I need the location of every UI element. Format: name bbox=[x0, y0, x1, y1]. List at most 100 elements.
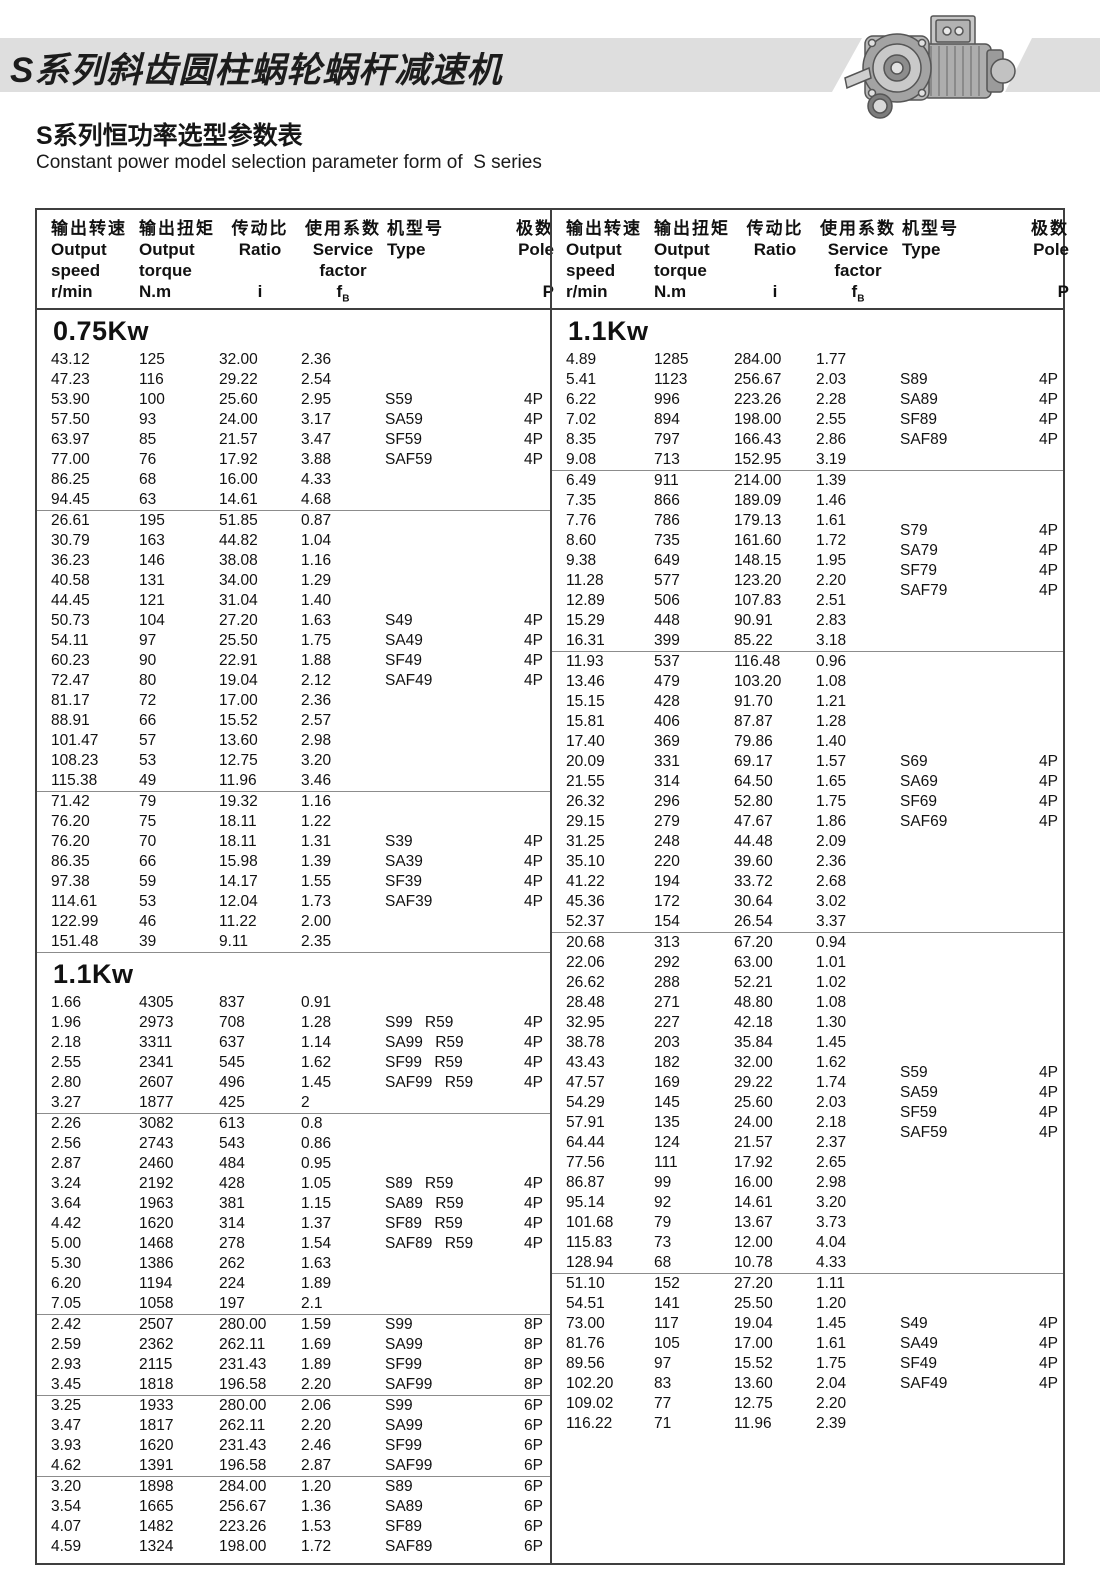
cell-torque: 2341 bbox=[139, 1054, 174, 1071]
table-row: 4.62 1391 196.58 2.87 bbox=[51, 1456, 385, 1476]
cell-torque: 124 bbox=[654, 1134, 680, 1151]
cell-factor: 2.03 bbox=[816, 371, 847, 388]
table-row: 102.20 83 13.60 2.04 bbox=[566, 1374, 900, 1394]
cell-speed: 88.91 bbox=[51, 712, 90, 729]
cell-type: SAF99 R59 bbox=[385, 1074, 474, 1091]
cell-factor: 3.17 bbox=[301, 411, 332, 428]
cell-ratio: 314 bbox=[219, 1215, 245, 1232]
cell-factor: 1.05 bbox=[301, 1175, 332, 1192]
column-label-en: Output bbox=[566, 240, 622, 259]
cell-ratio: 32.00 bbox=[219, 351, 258, 368]
cell-ratio: 16.00 bbox=[219, 471, 258, 488]
cell-factor: 0.95 bbox=[301, 1155, 332, 1172]
cell-factor: 2.36 bbox=[301, 351, 332, 368]
cell-pole: 4P bbox=[524, 1215, 543, 1232]
type-row: S59 4P bbox=[900, 1063, 1063, 1083]
cell-torque: 135 bbox=[654, 1114, 680, 1131]
cell-type: S89 R59 bbox=[385, 1175, 454, 1192]
table-row: 3.64 1963 381 1.15 bbox=[51, 1194, 385, 1214]
table-row: 77.56 111 17.92 2.65 bbox=[566, 1153, 900, 1173]
cell-factor: 1.54 bbox=[301, 1235, 332, 1252]
cell-factor: 1.53 bbox=[301, 1518, 332, 1535]
table-row: 76.20 75 18.11 1.22 bbox=[51, 812, 385, 832]
cell-torque: 227 bbox=[654, 1014, 680, 1031]
table-row: 8.35 797 166.43 2.86 bbox=[566, 430, 900, 450]
cell-ratio: 280.00 bbox=[219, 1397, 267, 1414]
cell-ratio: 24.00 bbox=[734, 1114, 773, 1131]
cell-factor: 1.11 bbox=[816, 1275, 846, 1292]
cell-speed: 86.25 bbox=[51, 471, 90, 488]
cell-speed: 21.55 bbox=[566, 773, 605, 790]
cell-speed: 4.59 bbox=[51, 1538, 82, 1555]
cell-ratio: 11.96 bbox=[734, 1415, 772, 1432]
table-right-half: 输出转速 Output speed r/min 输出扭矩 Output torque N.m 传… bbox=[550, 210, 1069, 1563]
type-column: S49 4P SA49 4P SF49 4P SAF49 4P bbox=[900, 1274, 1063, 1434]
type-row: SA89 4P bbox=[900, 390, 1063, 410]
cell-factor: 0.96 bbox=[816, 653, 847, 670]
cell-speed: 81.17 bbox=[51, 692, 90, 709]
cell-pole: 6P bbox=[524, 1397, 543, 1414]
cell-speed: 5.41 bbox=[566, 371, 597, 388]
cell-ratio: 637 bbox=[219, 1034, 245, 1051]
cell-ratio: 12.00 bbox=[734, 1234, 773, 1251]
table-row: 77.00 76 17.92 3.88 bbox=[51, 450, 385, 470]
type-column: S59 4P SA59 4P SF59 4P SAF59 4P bbox=[385, 350, 550, 510]
cell-speed: 77.56 bbox=[566, 1154, 605, 1171]
table-row: 89.56 97 15.52 1.75 bbox=[566, 1354, 900, 1374]
cell-torque: 68 bbox=[139, 471, 157, 488]
cell-type: SAF69 bbox=[900, 813, 948, 830]
cell-torque: 1482 bbox=[139, 1518, 174, 1535]
cell-factor: 2.04 bbox=[816, 1375, 847, 1392]
cell-torque: 154 bbox=[654, 913, 680, 930]
cell-ratio: 13.60 bbox=[734, 1375, 773, 1392]
cell-pole: 4P bbox=[524, 672, 543, 689]
cell-ratio: 196.58 bbox=[219, 1457, 267, 1474]
cell-type: SAF89 bbox=[900, 431, 948, 448]
table-row: 115.38 49 11.96 3.46 bbox=[51, 771, 385, 791]
column-label-zh: 极数 bbox=[1031, 219, 1069, 238]
data-block: 26.61 195 51.85 0.87 30.79 163 44.82 1.04 36.23 1… bbox=[37, 511, 550, 792]
cell-ratio: 9.11 bbox=[219, 933, 249, 950]
cell-ratio: 11.96 bbox=[219, 772, 257, 789]
table-row: 26.62 288 52.21 1.02 bbox=[566, 973, 900, 993]
cell-factor: 4.68 bbox=[301, 491, 332, 508]
table-row: 64.44 124 21.57 2.37 bbox=[566, 1133, 900, 1153]
cell-factor: 2.36 bbox=[816, 853, 847, 870]
cell-type: S99 bbox=[385, 1397, 413, 1414]
cell-ratio: 196.58 bbox=[219, 1376, 267, 1393]
cell-factor: 2.20 bbox=[816, 572, 847, 589]
cell-type: SA39 bbox=[385, 853, 423, 870]
cell-speed: 47.23 bbox=[51, 371, 90, 388]
type-row: SF89 6P bbox=[385, 1517, 550, 1537]
cell-ratio: 44.82 bbox=[219, 532, 258, 549]
cell-torque: 63 bbox=[139, 491, 157, 508]
column-label-en: Ratio bbox=[238, 240, 282, 259]
cell-pole: 6P bbox=[524, 1518, 543, 1535]
cell-speed: 89.56 bbox=[566, 1355, 605, 1372]
column-label-en2: speed bbox=[566, 261, 616, 280]
cell-factor: 2.12 bbox=[301, 672, 332, 689]
type-row: SAF99 R59 4P bbox=[385, 1073, 550, 1093]
cell-speed: 2.80 bbox=[51, 1074, 82, 1091]
cell-ratio: 166.43 bbox=[734, 431, 782, 448]
cell-factor: 3.73 bbox=[816, 1214, 847, 1231]
cell-factor: 1.22 bbox=[301, 813, 332, 830]
column-unit: N.m bbox=[139, 282, 172, 301]
table-body: 1.1Kw 4.89 1285 284.00 1.77 5.41 1123 256.67 2.0… bbox=[552, 310, 1063, 1563]
table-row: 11.93 537 116.48 0.96 bbox=[566, 652, 900, 672]
cell-torque: 1058 bbox=[139, 1295, 174, 1312]
header-banner: S系列斜齿圆柱蜗轮蜗杆减速机 bbox=[0, 38, 1100, 92]
cell-ratio: 198.00 bbox=[734, 411, 782, 428]
type-row: SF39 4P bbox=[385, 872, 550, 892]
cell-factor: 1.89 bbox=[301, 1356, 332, 1373]
cell-speed: 72.47 bbox=[51, 672, 90, 689]
cell-factor: 2.09 bbox=[816, 833, 847, 850]
cell-type: SF39 bbox=[385, 873, 423, 890]
cell-factor: 3.47 bbox=[301, 431, 332, 448]
table-row: 2.55 2341 545 1.62 bbox=[51, 1053, 385, 1073]
column-header-ratio: 传动比 Ratio i bbox=[734, 218, 816, 309]
table-row: 32.95 227 42.18 1.30 bbox=[566, 1013, 900, 1033]
cell-type: SA99 R59 bbox=[385, 1034, 464, 1051]
numeric-rows: 3.25 1933 280.00 2.06 3.47 1817 262.11 2.20 3.93… bbox=[37, 1396, 385, 1476]
data-block: 6.49 911 214.00 1.39 7.35 866 189.09 1.46 7.76 78… bbox=[552, 471, 1063, 652]
